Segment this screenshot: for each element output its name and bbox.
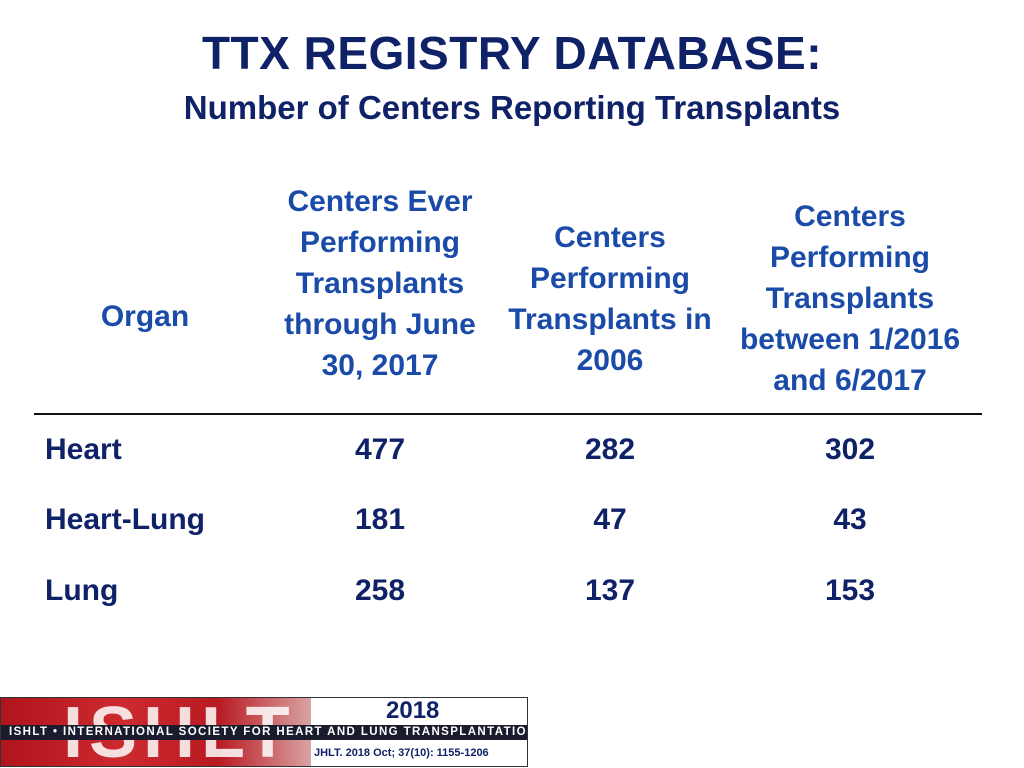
row-centers-recent: 302 bbox=[824, 433, 876, 466]
table-row: Lung 258 137 153 bbox=[0, 574, 1024, 614]
row-centers-recent: 43 bbox=[833, 503, 867, 536]
row-centers-ever: 181 bbox=[354, 503, 406, 536]
row-centers-ever: 477 bbox=[354, 433, 406, 466]
logo-tagline-band bbox=[1, 725, 527, 740]
table-row: Heart 477 282 302 bbox=[0, 433, 1024, 473]
footer-year: 2018 bbox=[386, 697, 440, 724]
header-divider bbox=[34, 413, 982, 415]
logo-tagline: ISHLT • INTERNATIONAL SOCIETY FOR HEART … bbox=[9, 726, 528, 738]
table-row: Heart-Lung 181 47 43 bbox=[0, 503, 1024, 543]
row-organ: Lung bbox=[45, 574, 119, 607]
row-organ: Heart-Lung bbox=[45, 503, 205, 536]
row-centers-2006: 137 bbox=[584, 574, 636, 607]
column-header-centers-ever: Centers Ever Performing Transplants thro… bbox=[284, 185, 476, 382]
row-organ: Heart bbox=[45, 433, 122, 466]
slide-subtitle: Number of Centers Reporting Transplants bbox=[183, 89, 841, 126]
footer-citation: JHLT. 2018 Oct; 37(10): 1155-1206 bbox=[314, 747, 489, 759]
row-centers-2006: 282 bbox=[584, 433, 636, 466]
slide-title: TTX REGISTRY DATABASE: bbox=[201, 27, 823, 79]
row-centers-ever: 258 bbox=[354, 574, 406, 607]
row-centers-2006: 47 bbox=[593, 503, 627, 536]
row-centers-recent: 153 bbox=[824, 574, 876, 607]
column-header-centers-2006: Centers Performing Transplants in 2006 bbox=[508, 221, 712, 377]
column-header-centers-recent: Centers Performing Transplants between 1… bbox=[739, 200, 961, 397]
ishlt-logo-footer: ISHLT ISHLT • INTERNATIONAL SOCIETY FOR … bbox=[0, 697, 528, 767]
column-header-organ: Organ bbox=[100, 300, 190, 333]
